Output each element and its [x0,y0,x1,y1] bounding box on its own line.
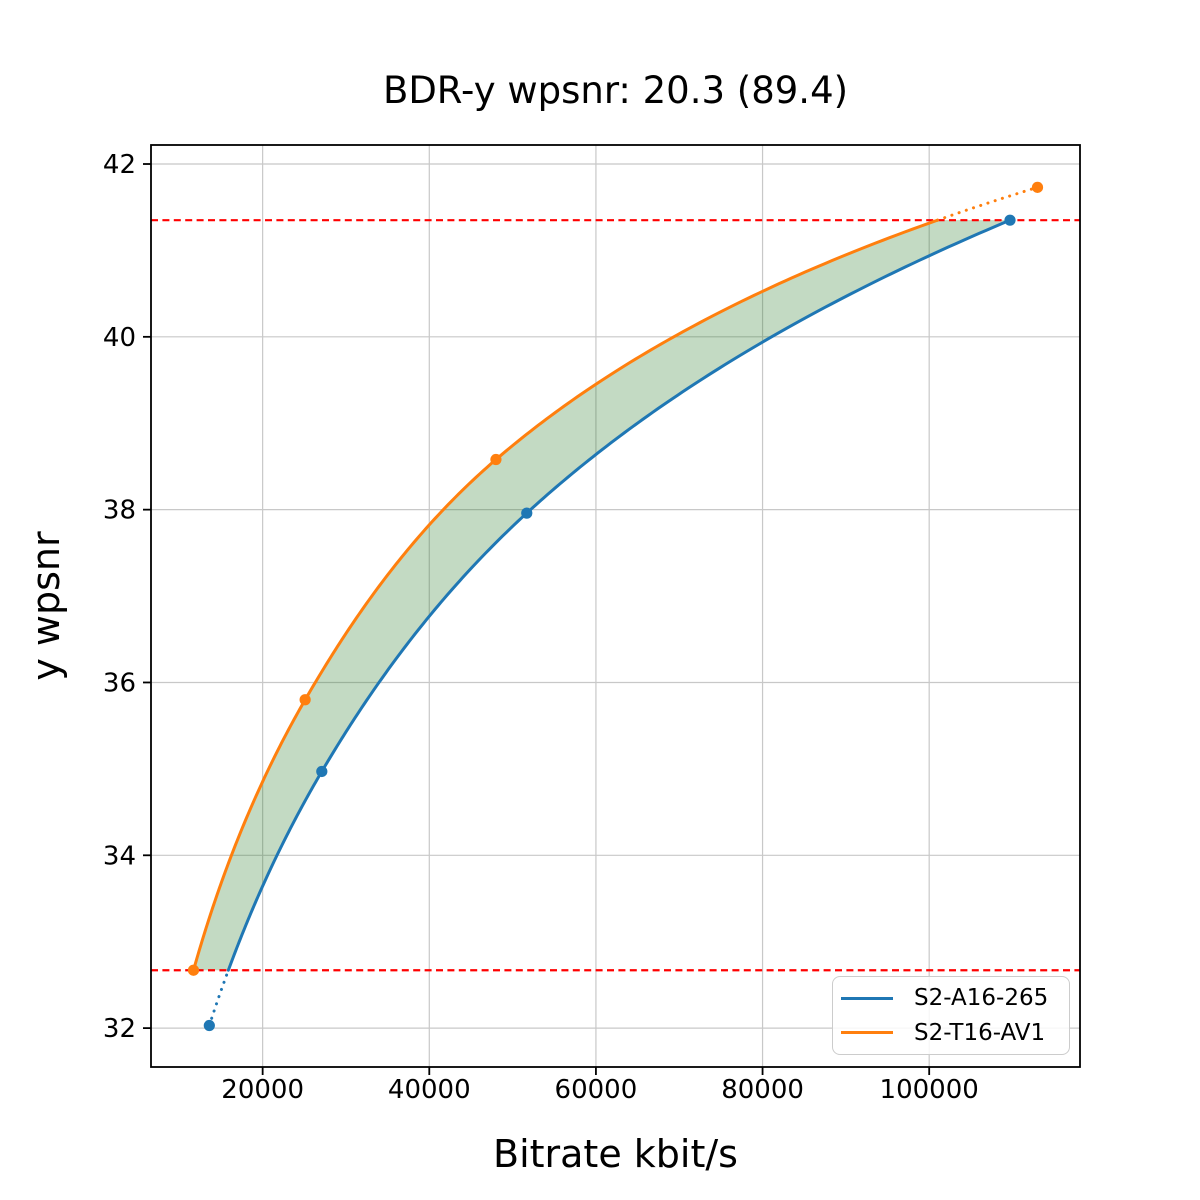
curve-s2-t16-av1-dotted [936,185,1040,222]
x-tick-label: 60000 [555,1075,638,1105]
plot-border [150,144,1081,1068]
point-s2-t16-av1 [1031,181,1044,193]
legend-label: S2-A16-265 [914,985,1049,1012]
point-s2-a16-265 [1004,214,1016,226]
point-s2-t16-av1 [299,694,311,706]
curve-s2-t16-av1-solid [191,218,940,972]
legend-item: S2-T16-AV1 [833,1020,1069,1046]
y-tick-label: 38 [103,496,136,526]
curve-s2-a16-265-solid [226,218,1012,972]
y-axis-label: y wpsnr [24,531,69,681]
x-tick-label: 40000 [388,1075,471,1105]
chart-title: BDR-y wpsnr: 20.3 (89.4) [382,69,849,112]
legend-label: S2-T16-AV1 [914,1019,1046,1046]
point-s2-a16-265 [203,1019,215,1032]
y-tick-label: 32 [103,1014,136,1044]
legend: S2-A16-265 S2-T16-AV1 [832,976,1070,1055]
point-s2-a16-265 [316,765,328,778]
y-tick-label: 42 [103,150,136,180]
curve-s2-a16-265-dotted [207,968,230,1028]
x-tick-label: 100000 [880,1075,979,1105]
x-tick-label: 80000 [721,1075,804,1105]
legend-item: S2-A16-265 [833,985,1069,1011]
legend-line-swatch [841,996,893,1000]
point-s2-t16-av1 [187,964,200,976]
x-axis-label: Bitrate kbit/s [493,1132,738,1176]
point-s2-t16-av1 [490,453,502,466]
y-tick-label: 40 [103,323,136,353]
x-tick-label: 20000 [221,1075,304,1105]
bd-shaded-region [193,220,1011,971]
point-s2-a16-265 [521,507,533,519]
y-tick-label: 36 [103,668,136,698]
legend-line-swatch [841,1031,893,1035]
y-tick-label: 34 [103,841,136,871]
